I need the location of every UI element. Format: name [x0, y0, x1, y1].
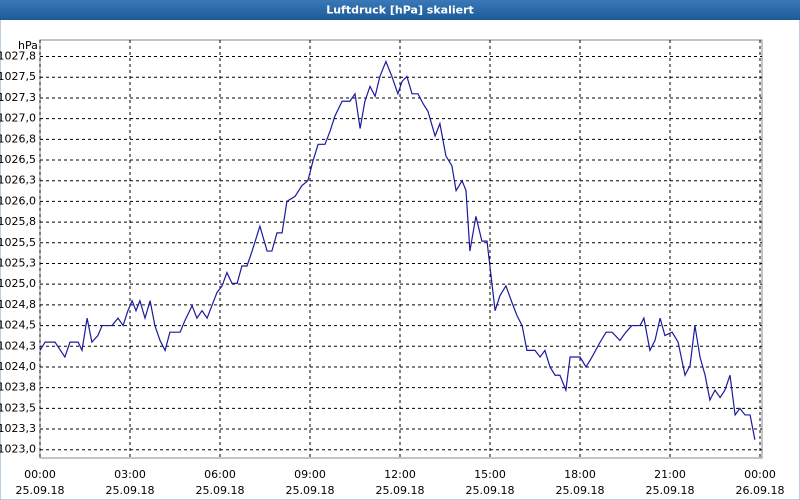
y-tick-label: 1025,5 [0, 236, 36, 249]
y-tick-label: 1026,5 [0, 153, 36, 166]
y-tick-label: 1026,8 [0, 132, 36, 145]
y-tick-label: 1027,5 [0, 70, 36, 83]
x-tick-date: 25.09.18 [466, 484, 515, 497]
x-tick-date: 25.09.18 [196, 484, 245, 497]
plot-frame [39, 39, 763, 459]
chart-title: Luftdruck [hPa] skaliert [326, 4, 474, 17]
x-tick-label: 15:00 [474, 468, 506, 481]
y-tick-label: 1025,0 [0, 277, 36, 290]
y-tick-label: 1024,3 [0, 339, 36, 352]
y-tick-label: 1027,8 [0, 50, 36, 63]
x-tick-date: 25.09.18 [106, 484, 155, 497]
x-tick-date: 26.09.18 [736, 484, 785, 497]
x-tick-label: 21:00 [654, 468, 686, 481]
y-tick-label: 1023,8 [0, 381, 36, 394]
y-tick-label: 1026,3 [0, 174, 36, 187]
y-tick-label: 1024,5 [0, 319, 36, 332]
data-line [39, 59, 756, 440]
x-tick-label: 18:00 [564, 468, 596, 481]
x-tick-date: 25.09.18 [376, 484, 425, 497]
y-tick-label: 1025,8 [0, 215, 36, 228]
x-tick-label: 09:00 [294, 468, 326, 481]
y-tick-label: 1025,3 [0, 256, 36, 269]
x-tick-label: 00:00 [24, 468, 56, 481]
y-tick-label: 1023,0 [0, 443, 36, 456]
x-tick-label: 00:00 [744, 468, 776, 481]
y-tick-label: 1027,0 [0, 112, 36, 125]
title-bar [0, 0, 800, 20]
y-tick-label: 1023,5 [0, 401, 36, 414]
x-tick-date: 25.09.18 [286, 484, 335, 497]
x-tick-date: 25.09.18 [16, 484, 65, 497]
y-tick-label: 1024,0 [0, 360, 36, 373]
y-tick-label: 1026,0 [0, 194, 36, 207]
y-tick-label: 1027,3 [0, 91, 36, 104]
x-tick-date: 25.09.18 [646, 484, 695, 497]
x-tick-date: 25.09.18 [556, 484, 605, 497]
x-tick-label: 12:00 [384, 468, 416, 481]
x-tick-label: 06:00 [204, 468, 236, 481]
x-tick-label: 03:00 [114, 468, 146, 481]
y-tick-label: 1024,8 [0, 298, 36, 311]
y-tick-label: 1023,3 [0, 422, 36, 435]
y-unit: hPa [18, 39, 38, 52]
